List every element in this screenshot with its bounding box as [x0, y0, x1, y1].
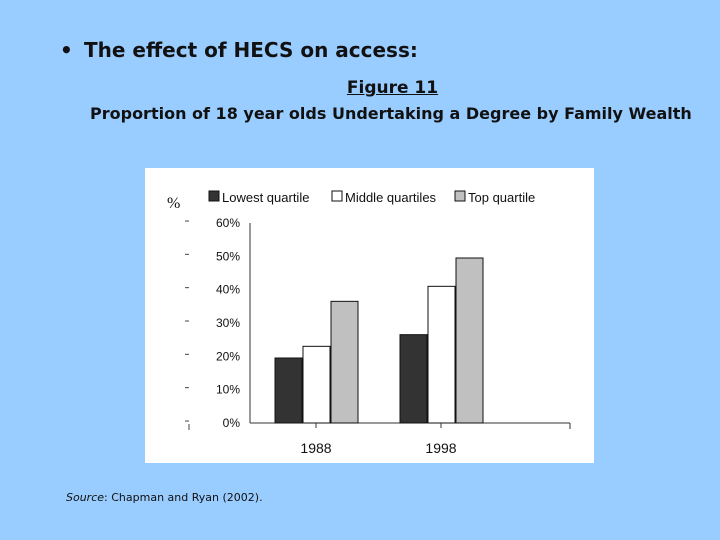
x-tick-label: 1988 [300, 440, 331, 456]
bar-lowest-quartile-1988 [274, 357, 303, 424]
legend-swatch-lowest-quartile [208, 190, 220, 202]
x-tick-label: 1998 [425, 440, 456, 456]
legend-label: Lowest quartile [222, 190, 309, 205]
y-axis-label: % [167, 195, 180, 212]
figure-label: Figure 11 [0, 78, 720, 98]
legend-swatch-middle-quartiles [331, 190, 343, 202]
y-tick-label: 50% [216, 249, 240, 263]
bar-top-quartile-1998 [455, 257, 484, 424]
chart-subtitle: Proportion of 18 year olds Undertaking a… [90, 104, 692, 123]
legend-label: Top quartile [468, 190, 535, 205]
source-label: Source [66, 491, 105, 504]
bullet-dot: • [60, 38, 73, 62]
legend-swatch-top-quartile [454, 190, 466, 202]
bar-chart: % 0% 10% 20% 30% 40% 50% 60% 1988 1998 Lowest quar… [167, 190, 571, 456]
y-tick-label: 40% [216, 283, 240, 297]
y-tick-label: 20% [216, 349, 240, 363]
y-tick-label: 0% [223, 416, 241, 430]
chart-area: % 0% 10% 20% 30% 40% 50% 60% 1988 1998 Lowest quar… [145, 168, 594, 463]
bullet-heading: • The effect of HECS on access: [60, 38, 418, 62]
bar-middle-quartiles-1988 [302, 345, 331, 424]
y-tick-label: 10% [216, 383, 240, 397]
source-text: : Chapman and Ryan (2002). [104, 491, 263, 504]
source-note: Source: Chapman and Ryan (2002). [66, 491, 263, 504]
bullet-text: The effect of HECS on access: [84, 38, 418, 62]
y-tick-label: 30% [216, 316, 240, 330]
bar-top-quartile-1988 [330, 300, 359, 424]
legend-label: Middle quartiles [345, 190, 437, 205]
figure-label-text: Figure 11 [346, 78, 439, 98]
bar-middle-quartiles-1998 [427, 285, 456, 424]
bar-lowest-quartile-1998 [399, 334, 428, 424]
y-tick-label: 60% [216, 216, 240, 230]
